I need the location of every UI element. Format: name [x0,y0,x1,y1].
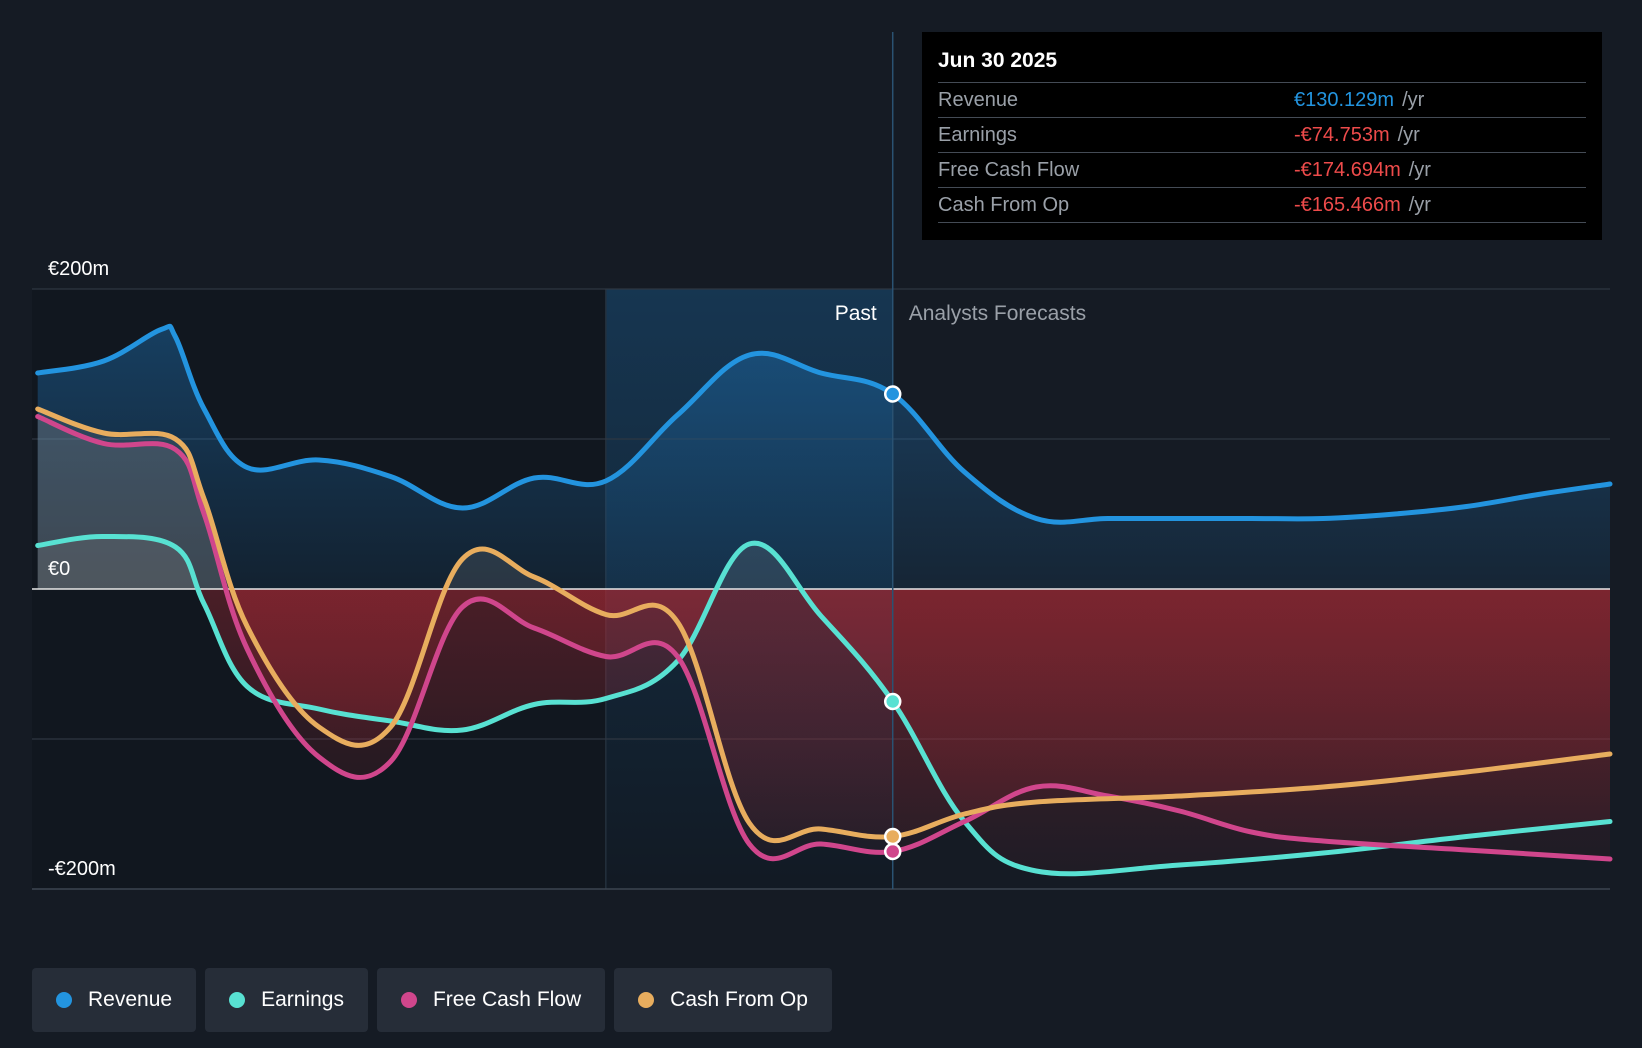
y-tick-label: €200m [48,258,109,280]
area-fill-negative-cash-from-op [37,589,1610,841]
tooltip-row-cash-from-op: Cash From Op -€165.466m /yr [938,188,1586,223]
legend-label: Revenue [88,988,173,1011]
tooltip-unit: /yr [1408,159,1431,181]
area-fill-revenue [37,326,1611,589]
tooltip-row-revenue: Revenue €130.129m /yr [938,83,1586,118]
series-line-earnings [35,533,1613,877]
forecast-label: Analysts Forecasts [909,302,1086,325]
legend-label: Cash From Op [670,988,808,1011]
marker-earnings [883,692,902,711]
legend-dot-icon [56,992,72,1008]
tooltip-value: -€165.466m [1294,194,1401,216]
y-tick-label: -€200m [48,858,116,880]
marker-free-cash-flow [883,842,902,861]
tooltip-label: Cash From Op [938,194,1070,216]
legend-dot-icon [229,992,246,1008]
marker-cash-from-op [883,827,902,846]
series-line-cash-from-op [35,406,1613,844]
financial-chart: €200m€0-€200m20232024202520262027PastAna… [32,32,1613,890]
tooltip-unit: /yr [1402,89,1425,111]
tooltip-label: Revenue [938,89,1019,111]
tooltip-unit: /yr [1408,194,1431,216]
series-line-free-cash-flow [35,414,1613,862]
series-line-revenue [35,323,1613,525]
tooltip-unit: /yr [1397,124,1420,146]
legend-label: Free Cash Flow [432,988,582,1011]
tooltip-value: -€74.753m [1294,124,1390,146]
legend-dot-icon [638,992,655,1008]
legend-dot-icon [400,992,417,1008]
tooltip-row-free-cash-flow: Free Cash Flow -€174.694m /yr [938,153,1586,188]
tooltip-row-earnings: Earnings -€74.753m /yr [938,118,1586,153]
tooltip-label: Free Cash Flow [938,159,1080,181]
area-fill-free-cash-flow [37,416,1610,589]
legend-item-cash-from-op[interactable]: Cash From Op [614,968,832,1032]
legend-item-revenue[interactable]: Revenue [32,968,197,1032]
legend-item-free-cash-flow[interactable]: Free Cash Flow [376,968,606,1032]
hover-tooltip: Jun 30 2025 Revenue €130.129m /yr Earnin… [922,32,1602,240]
tooltip-date: Jun 30 2025 [938,46,1586,83]
tooltip-value: €130.129m [1294,89,1395,111]
legend-label: Earnings [261,988,344,1011]
marker-revenue [883,385,902,403]
tooltip-value: -€174.694m [1294,159,1401,181]
y-tick-label: €0 [48,558,70,580]
past-label: Past [835,302,877,325]
area-fill-cash-from-op [37,409,1610,589]
legend-item-earnings[interactable]: Earnings [205,968,368,1032]
tooltip-label: Earnings [938,124,1017,146]
chart-legend: Revenue Earnings Free Cash Flow Cash Fro… [32,968,832,1032]
